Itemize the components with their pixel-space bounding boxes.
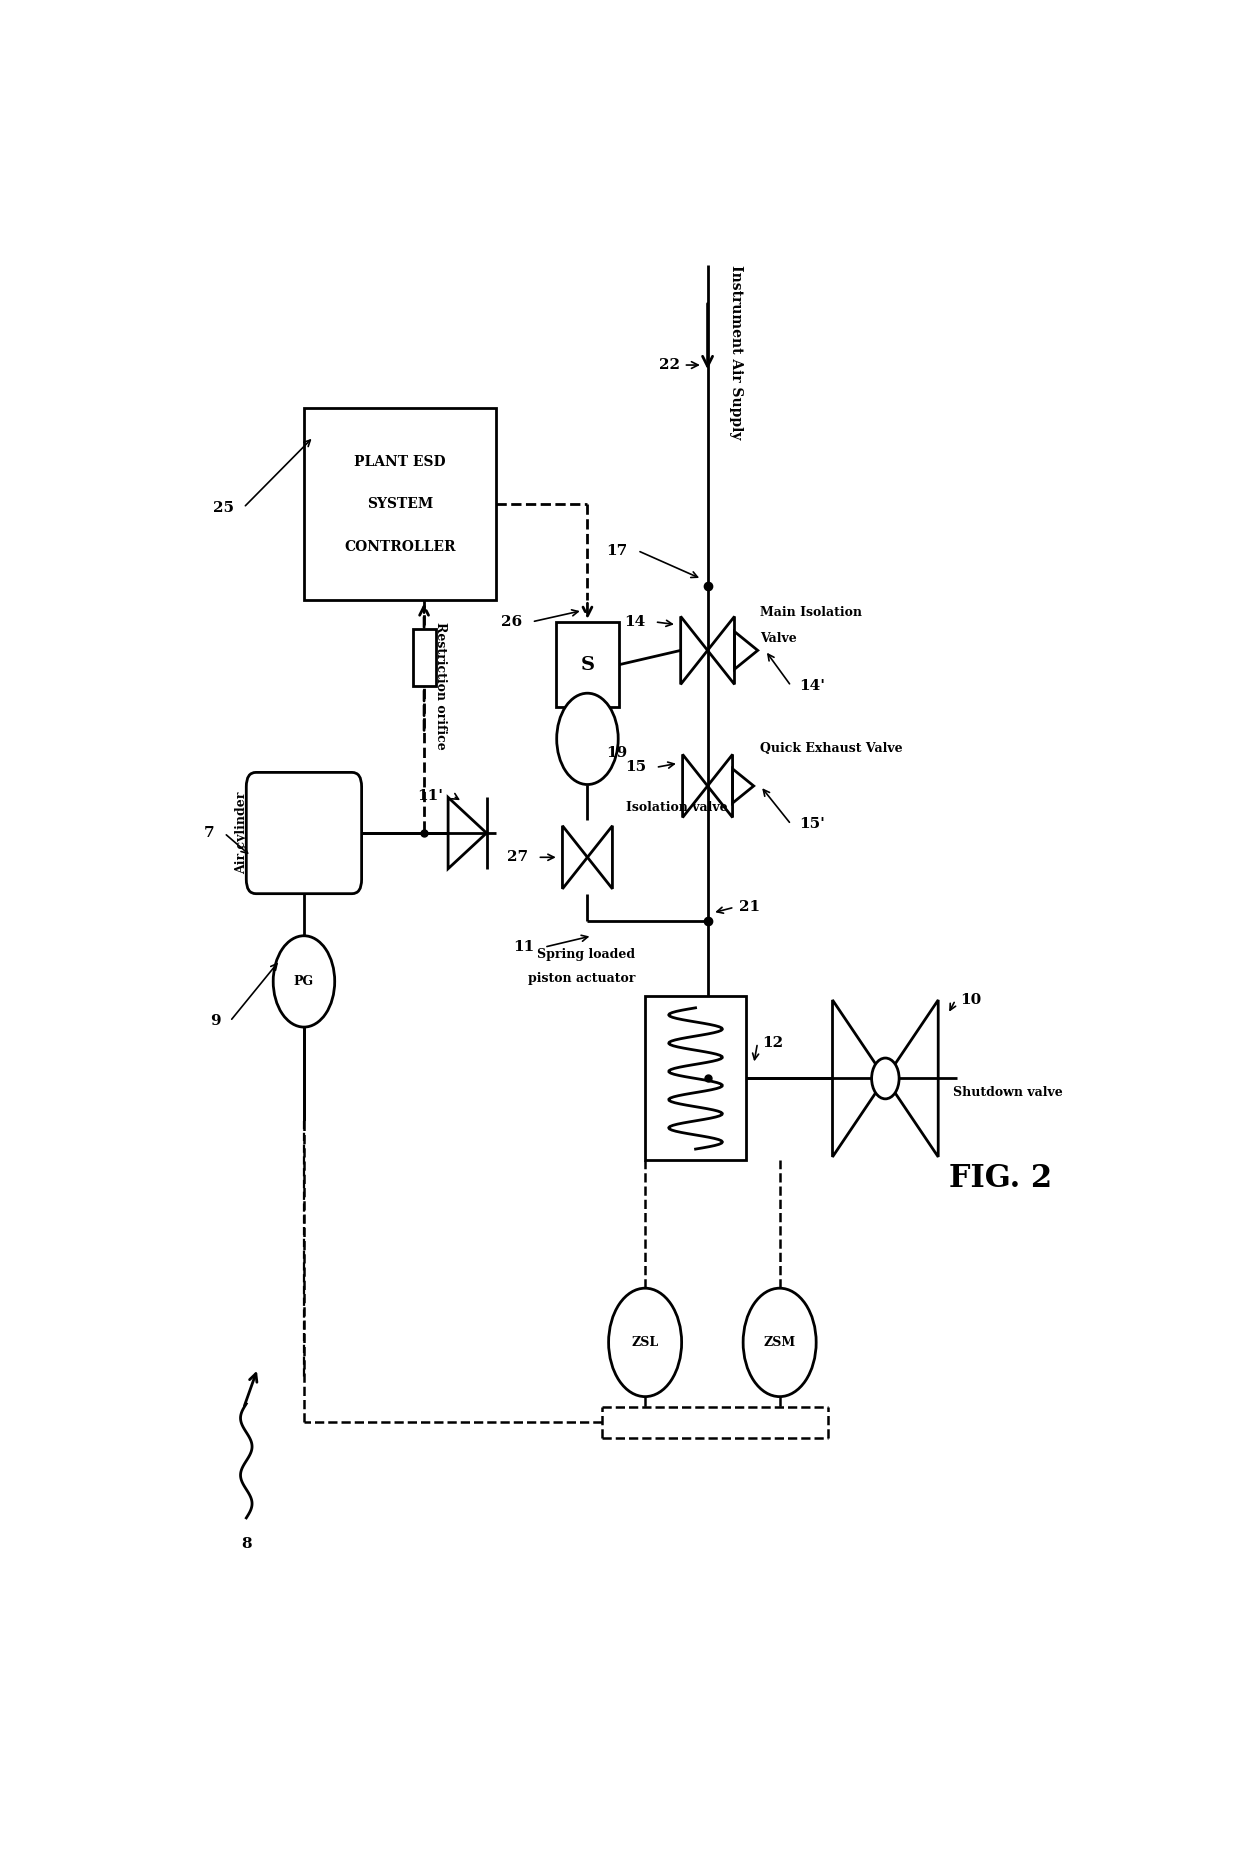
Text: PG: PG — [294, 975, 314, 988]
Text: Quick Exhaust Valve: Quick Exhaust Valve — [760, 741, 903, 754]
Text: 12: 12 — [763, 1036, 784, 1051]
Text: 27: 27 — [507, 851, 528, 863]
Text: SYSTEM: SYSTEM — [367, 497, 433, 511]
Text: ZSL: ZSL — [631, 1336, 658, 1349]
Text: CONTROLLER: CONTROLLER — [345, 539, 456, 554]
Text: Instrument Air Supply: Instrument Air Supply — [729, 265, 743, 439]
Text: 7: 7 — [203, 826, 215, 839]
Text: S: S — [580, 656, 594, 674]
Text: 25: 25 — [213, 500, 234, 515]
Text: 14': 14' — [799, 678, 825, 693]
Circle shape — [557, 693, 619, 784]
Text: Restriction orifice: Restriction orifice — [434, 623, 446, 750]
Text: ZSM: ZSM — [764, 1336, 796, 1349]
Text: 8: 8 — [241, 1536, 252, 1551]
Circle shape — [273, 936, 335, 1027]
Text: 17: 17 — [606, 543, 627, 558]
Text: 22: 22 — [658, 358, 680, 372]
Text: 15: 15 — [625, 760, 646, 775]
Text: piston actuator: piston actuator — [528, 973, 635, 986]
Text: 15': 15' — [799, 817, 825, 832]
FancyBboxPatch shape — [413, 628, 435, 686]
Circle shape — [872, 1058, 899, 1099]
FancyBboxPatch shape — [645, 997, 746, 1160]
FancyBboxPatch shape — [304, 408, 496, 600]
Text: 11': 11' — [418, 789, 444, 802]
Text: Shutdown valve: Shutdown valve — [952, 1086, 1063, 1099]
Text: Main Isolation: Main Isolation — [760, 606, 863, 619]
Text: Isolation valve: Isolation valve — [626, 802, 728, 815]
Text: 14: 14 — [624, 615, 645, 628]
Circle shape — [743, 1288, 816, 1397]
FancyBboxPatch shape — [556, 623, 619, 708]
Text: PLANT ESD: PLANT ESD — [355, 454, 446, 469]
Text: 11: 11 — [513, 939, 534, 954]
Text: Spring loaded: Spring loaded — [537, 947, 635, 960]
Text: 19: 19 — [606, 747, 627, 760]
FancyBboxPatch shape — [247, 773, 362, 893]
Circle shape — [609, 1288, 682, 1397]
Text: 10: 10 — [960, 993, 982, 1006]
Text: 9: 9 — [210, 1014, 221, 1028]
Text: FIG. 2: FIG. 2 — [949, 1164, 1053, 1193]
Text: Valve: Valve — [760, 632, 797, 645]
Text: 26: 26 — [501, 615, 522, 628]
Text: 21: 21 — [739, 901, 760, 914]
Text: Air cylinder: Air cylinder — [236, 791, 248, 875]
